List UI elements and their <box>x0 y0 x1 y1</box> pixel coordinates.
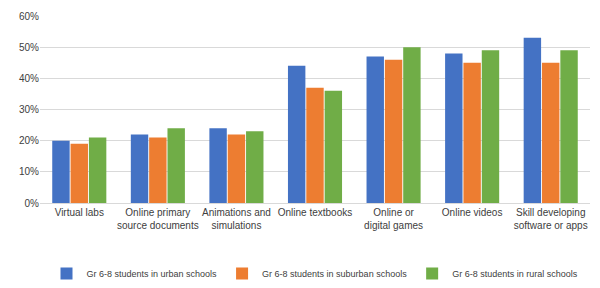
svg-text:10%: 10% <box>19 166 39 177</box>
svg-text:Virtual labs: Virtual labs <box>55 207 104 218</box>
svg-text:40%: 40% <box>19 73 39 84</box>
svg-text:Gr 6-8 students in rural schoo: Gr 6-8 students in rural schools <box>452 269 578 279</box>
svg-text:Skill developingsoftware or ap: Skill developingsoftware or apps <box>514 207 588 231</box>
svg-text:0%: 0% <box>25 198 40 209</box>
svg-text:60%: 60% <box>19 11 39 22</box>
svg-text:Online ordigital games: Online ordigital games <box>364 207 423 231</box>
svg-text:30%: 30% <box>19 104 39 115</box>
svg-text:20%: 20% <box>19 135 39 146</box>
svg-text:Gr 6-8 students in suburban sc: Gr 6-8 students in suburban schools <box>262 269 407 279</box>
svg-text:Online primarysource documents: Online primarysource documents <box>117 207 199 231</box>
svg-text:Online videos: Online videos <box>442 207 503 218</box>
svg-text:Gr 6-8 students in urban schoo: Gr 6-8 students in urban schools <box>87 269 218 279</box>
svg-text:Online textbooks: Online textbooks <box>278 207 353 218</box>
svg-text:50%: 50% <box>19 42 39 53</box>
svg-text:Animations andsimulations: Animations andsimulations <box>202 207 271 231</box>
